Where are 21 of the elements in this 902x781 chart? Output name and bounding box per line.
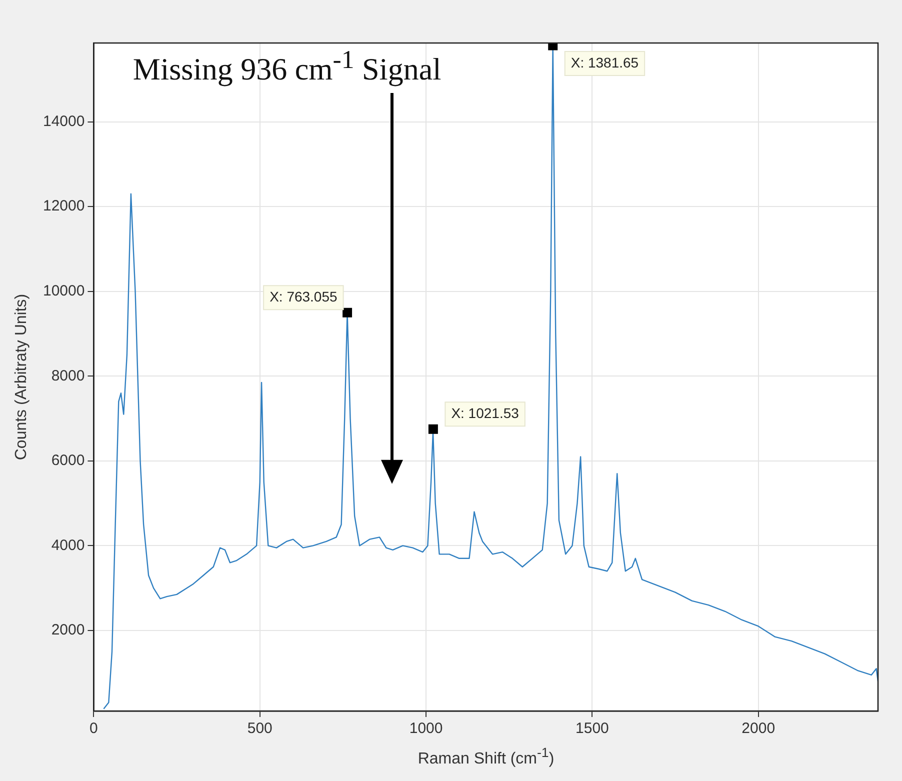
x-tick-label: 1500 xyxy=(576,720,609,738)
annotation: X: 1021.53 xyxy=(451,404,520,421)
x-tick-label: 1000 xyxy=(409,720,443,738)
y-tick-label: 12000 xyxy=(42,198,85,215)
x-tick-label: 500 xyxy=(247,720,272,738)
x-axis-title: Raman Shift (cm$^{-1}$) xyxy=(418,745,554,768)
y-tick-label: 6000 xyxy=(51,452,85,470)
annotation: X: 763.055 xyxy=(270,288,338,304)
x-tick-label: 0 xyxy=(90,720,98,738)
y-tick-label: 8000 xyxy=(51,367,85,384)
point xyxy=(548,43,558,50)
point xyxy=(342,308,352,318)
annotation: X: 1381.65 xyxy=(570,54,639,70)
y-axis-title: Counts (Arbitraty Units) xyxy=(13,294,32,460)
annotation: Missing 936 cm$^{-1}$ Signal xyxy=(132,45,442,88)
y-tick-label: 10000 xyxy=(42,282,85,300)
y-tick-label: 4000 xyxy=(51,536,85,554)
x-tick-label: 2000 xyxy=(742,720,776,738)
point xyxy=(428,424,438,434)
y-tick-label: 14000 xyxy=(42,112,85,130)
y-tick-label: 2000 xyxy=(51,622,85,639)
